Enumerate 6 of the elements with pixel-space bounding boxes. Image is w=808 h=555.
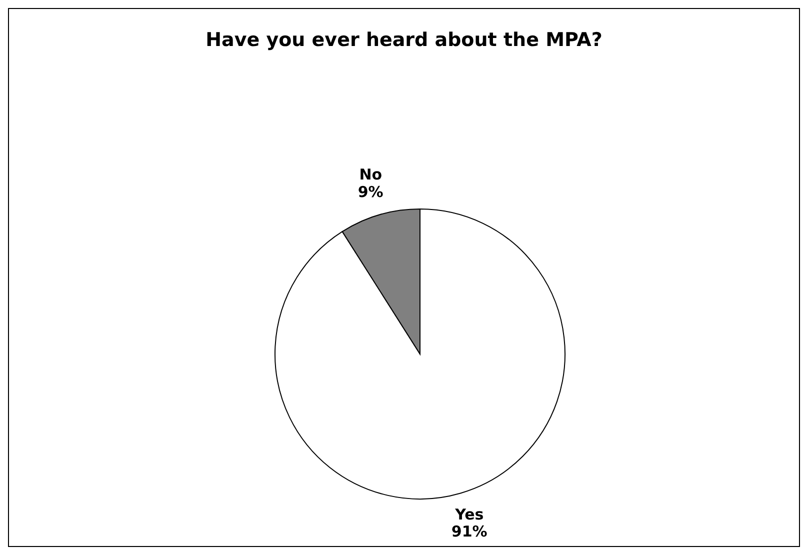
data-label: 91% <box>451 522 488 541</box>
slice-label: No <box>359 166 382 184</box>
pie-slice <box>274 208 566 500</box>
slice-label: Yes <box>454 505 484 524</box>
data-label: 9% <box>358 182 384 201</box>
chart-title: Have you ever heard about the MPA? <box>204 28 604 53</box>
